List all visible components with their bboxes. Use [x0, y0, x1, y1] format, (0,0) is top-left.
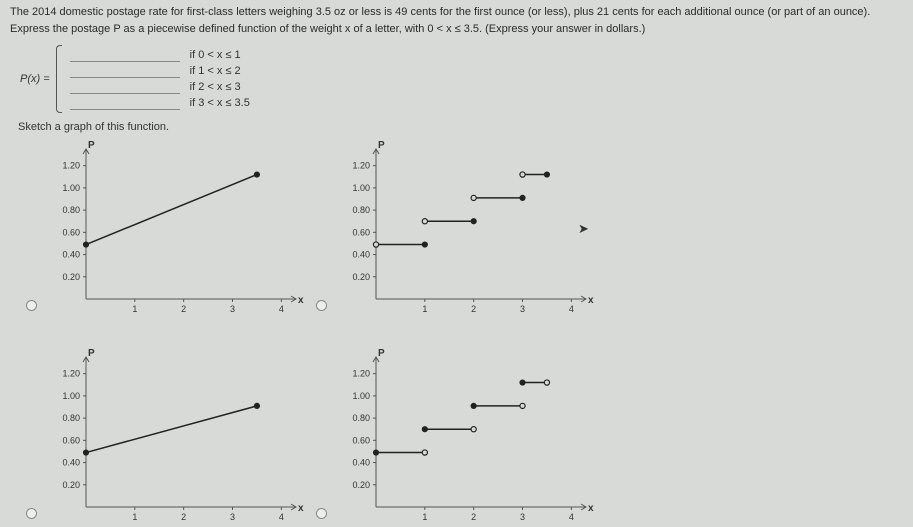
answer-blank[interactable]	[70, 64, 180, 78]
svg-text:1: 1	[422, 304, 427, 314]
problem-text: The 2014 domestic postage rate for first…	[10, 4, 903, 37]
chart-c: 0.20 0.40 0.60 0.80 1.00 1.20 1 2 3 4 Px	[50, 345, 306, 523]
graph-option-d[interactable]: 0.20 0.40 0.60 0.80 1.00 1.20 1 2 3 4 Px	[340, 345, 600, 523]
svg-text:x: x	[298, 503, 304, 514]
case-row: if 2 < x ≤ 3	[70, 79, 250, 95]
svg-text:0.20: 0.20	[62, 272, 80, 282]
svg-text:0.20: 0.20	[62, 480, 80, 490]
chart-d: 0.20 0.40 0.60 0.80 1.00 1.20 1 2 3 4 Px	[340, 345, 596, 523]
case-condition: if 0 < x ≤ 1	[190, 49, 241, 61]
svg-text:0.40: 0.40	[62, 250, 80, 260]
radio-icon[interactable]	[316, 508, 327, 519]
svg-text:0.80: 0.80	[352, 413, 370, 423]
svg-text:0.60: 0.60	[352, 227, 370, 237]
graph-option-a[interactable]: 0.20 0.40 0.60 0.80 1.00 1.20 1 2 3 4 Px	[50, 137, 310, 315]
case-condition: if 2 < x ≤ 3	[190, 81, 241, 93]
svg-text:4: 4	[569, 512, 574, 522]
case-row: if 3 < x ≤ 3.5	[70, 95, 250, 111]
svg-text:0.80: 0.80	[352, 205, 370, 215]
svg-text:P: P	[378, 140, 385, 151]
svg-text:0.80: 0.80	[62, 413, 80, 423]
svg-text:P: P	[88, 348, 95, 359]
radio-icon[interactable]	[26, 508, 37, 519]
graph-option-c[interactable]: 0.20 0.40 0.60 0.80 1.00 1.20 1 2 3 4 Px	[50, 345, 310, 523]
svg-text:3: 3	[230, 304, 235, 314]
cursor-icon: ➤	[578, 221, 589, 237]
svg-text:1.00: 1.00	[62, 183, 80, 193]
case-condition: if 1 < x ≤ 2	[190, 65, 241, 77]
svg-text:1: 1	[132, 304, 137, 314]
svg-text:4: 4	[569, 304, 574, 314]
svg-text:2: 2	[181, 512, 186, 522]
answer-blank[interactable]	[70, 96, 180, 110]
radio-icon[interactable]	[26, 300, 37, 311]
svg-text:0.40: 0.40	[352, 250, 370, 260]
svg-text:1.20: 1.20	[62, 369, 80, 379]
svg-text:1.20: 1.20	[352, 161, 370, 171]
svg-text:0.80: 0.80	[62, 205, 80, 215]
svg-text:2: 2	[471, 512, 476, 522]
svg-text:2: 2	[471, 304, 476, 314]
piecewise-cases: if 0 < x ≤ 1 if 1 < x ≤ 2 if 2 < x ≤ 3 i…	[62, 45, 258, 113]
svg-text:4: 4	[279, 304, 284, 314]
svg-text:0.60: 0.60	[62, 227, 80, 237]
svg-text:3: 3	[520, 512, 525, 522]
svg-text:1: 1	[422, 512, 427, 522]
svg-text:x: x	[298, 295, 304, 306]
svg-text:0.40: 0.40	[62, 458, 80, 468]
svg-text:1.00: 1.00	[352, 391, 370, 401]
case-row: if 0 < x ≤ 1	[70, 47, 250, 63]
svg-text:1.00: 1.00	[62, 391, 80, 401]
svg-text:x: x	[588, 503, 594, 514]
svg-text:2: 2	[181, 304, 186, 314]
svg-text:P: P	[88, 140, 95, 151]
svg-text:0.40: 0.40	[352, 458, 370, 468]
svg-text:0.60: 0.60	[62, 435, 80, 445]
svg-text:P: P	[378, 348, 385, 359]
svg-text:1: 1	[132, 512, 137, 522]
svg-text:1.20: 1.20	[352, 369, 370, 379]
svg-text:x: x	[588, 295, 594, 306]
graph-option-b[interactable]: 0.20 0.40 0.60 0.80 1.00 1.20 1 2 3 4 Px ➤	[340, 137, 600, 315]
svg-text:0.60: 0.60	[352, 435, 370, 445]
svg-text:4: 4	[279, 512, 284, 522]
svg-text:1.20: 1.20	[62, 161, 80, 171]
svg-text:0.20: 0.20	[352, 480, 370, 490]
case-condition: if 3 < x ≤ 3.5	[190, 97, 250, 109]
svg-text:1.00: 1.00	[352, 183, 370, 193]
graphs-grid: 0.200.400.600.801.001.201234Px 0.200.400…	[50, 137, 903, 523]
piecewise-definition: P(x) = if 0 < x ≤ 1 if 1 < x ≤ 2 if 2 < …	[20, 45, 903, 113]
answer-blank[interactable]	[70, 48, 180, 62]
chart-a: 0.20 0.40 0.60 0.80 1.00 1.20 1 2 3 4 Px	[50, 137, 306, 315]
svg-text:3: 3	[230, 512, 235, 522]
svg-text:3: 3	[520, 304, 525, 314]
case-row: if 1 < x ≤ 2	[70, 63, 250, 79]
radio-icon[interactable]	[316, 300, 327, 311]
chart-b: 0.20 0.40 0.60 0.80 1.00 1.20 1 2 3 4 Px	[340, 137, 596, 315]
sketch-label: Sketch a graph of this function.	[18, 121, 903, 133]
piecewise-lhs: P(x) =	[20, 73, 50, 85]
answer-blank[interactable]	[70, 80, 180, 94]
svg-text:0.20: 0.20	[352, 272, 370, 282]
